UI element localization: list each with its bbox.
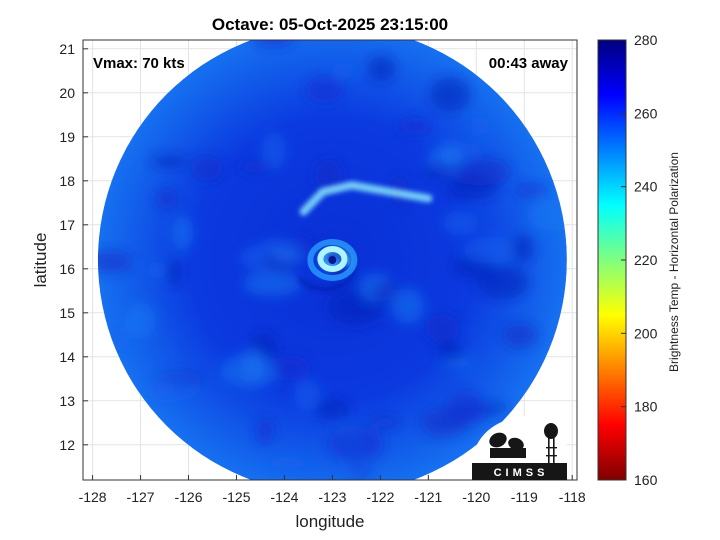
texture-blob [252, 40, 296, 48]
texture-blob [445, 177, 500, 200]
texture-blob [294, 380, 321, 411]
colorbar-tick-label: 200 [634, 325, 658, 341]
y-tick-label: 14 [59, 349, 75, 365]
texture-blob [97, 250, 133, 274]
time-offset-annotation: 00:43 away [489, 55, 569, 72]
texture-blob [513, 183, 548, 197]
plot-area: -128 -127 -126 -125 -124 -123 -122 -121 -120 -119… [59, 39, 586, 505]
texture-blob [373, 281, 398, 300]
x-tick-label: -125 [222, 489, 250, 505]
chart-title: Octave: 05-Oct-2025 23:15:00 [212, 15, 448, 34]
texture-blob [124, 302, 156, 339]
texture-blob [220, 354, 280, 388]
colorbar: 160 180 200 220 240 260 280 Brightness Temp - … [597, 32, 681, 488]
colorbar-tick-label: 280 [634, 32, 658, 48]
texture-blob [511, 234, 534, 264]
texture-blob [397, 117, 434, 135]
colorbar-tick-label: 220 [634, 252, 658, 268]
logo-tower-icon [544, 423, 558, 463]
x-tick-label: -122 [366, 489, 394, 505]
texture-blob [331, 62, 354, 79]
texture-blob [470, 115, 489, 137]
texture-blob [476, 265, 530, 300]
texture-blob [271, 354, 311, 381]
texture-blob [443, 210, 479, 235]
x-tick-label: -124 [270, 489, 298, 505]
logo-band [472, 463, 567, 480]
texture-blob [243, 270, 302, 297]
texture-blob [461, 143, 482, 159]
y-tick-label: 16 [59, 261, 75, 277]
texture-blob [238, 160, 271, 173]
inner-eyewall [317, 246, 348, 272]
x-tick-label: -127 [127, 489, 155, 505]
texture-blob [526, 199, 567, 231]
texture-blob [424, 162, 451, 180]
x-tick-label: -120 [462, 489, 490, 505]
texture-blob [305, 76, 345, 104]
colorbar-tick-label: 240 [634, 179, 658, 195]
convective-arc [299, 181, 433, 216]
storm-eye [307, 239, 358, 281]
x-tick-label: -128 [79, 489, 107, 505]
texture-blob [312, 399, 352, 419]
texture-blob [369, 416, 400, 428]
texture-blob [262, 239, 299, 254]
x-axis-ticks: -128 -127 -126 -125 -124 -123 -122 -121 -120 -119… [79, 475, 586, 505]
colorbar-tick-label: 160 [634, 472, 658, 488]
texture-blob [429, 76, 471, 113]
y-axis-label: latitude [31, 233, 50, 288]
y-tick-label: 18 [59, 173, 75, 189]
satellite-swath [97, 40, 567, 480]
y-tick-label: 13 [59, 393, 75, 409]
eye-center [328, 256, 337, 264]
texture-blob [444, 390, 487, 428]
texture-blob [265, 456, 311, 469]
x-tick-label: -118 [559, 489, 586, 505]
texture-blob [146, 262, 168, 279]
y-tick-label: 19 [59, 129, 75, 145]
y-tick-label: 21 [59, 41, 75, 57]
texture-blob [150, 155, 188, 168]
x-tick-label: -119 [511, 489, 538, 505]
y-tick-label: 12 [59, 437, 75, 453]
cimss-logo: CIMSS [472, 415, 567, 480]
logo-text: CIMSS [494, 467, 549, 479]
y-tick-label: 15 [59, 305, 75, 321]
texture-blob [262, 131, 286, 170]
texture-blob [437, 340, 464, 362]
colorbar-label: Brightness Temp - Horizontal Polarizatio… [667, 152, 681, 372]
swath-texture [97, 40, 567, 479]
logo-dish-icon [489, 432, 526, 458]
plot-frame [82, 39, 578, 481]
colorbar-ticks: 160 180 200 220 240 260 280 [621, 32, 658, 488]
texture-blob [391, 287, 425, 324]
colorbar-tick-label: 260 [634, 105, 658, 121]
texture-blob [425, 313, 461, 343]
texture-blob [190, 155, 224, 181]
outer-eyewall [307, 239, 358, 281]
texture-blob [255, 417, 275, 445]
vmax-annotation: Vmax: 70 kts [93, 55, 185, 72]
texture-blob [328, 426, 384, 463]
colorbar-tick-label: 180 [634, 399, 658, 415]
texture-blob [171, 215, 194, 251]
y-axis-ticks: 12 13 14 15 16 17 18 19 20 21 [59, 41, 88, 453]
texture-blob [367, 55, 396, 83]
texture-blob [463, 237, 518, 264]
x-tick-label: -123 [318, 489, 346, 505]
texture-blob [166, 259, 183, 287]
x-axis-label: longitude [295, 512, 364, 531]
texture-blob [314, 159, 343, 191]
x-tick-label: -126 [174, 489, 202, 505]
y-tick-label: 17 [59, 217, 75, 233]
texture-blob [501, 322, 538, 348]
texture-blob [151, 380, 176, 401]
y-tick-label: 20 [59, 85, 75, 101]
x-tick-label: -121 [414, 489, 442, 505]
texture-blob [156, 188, 178, 210]
